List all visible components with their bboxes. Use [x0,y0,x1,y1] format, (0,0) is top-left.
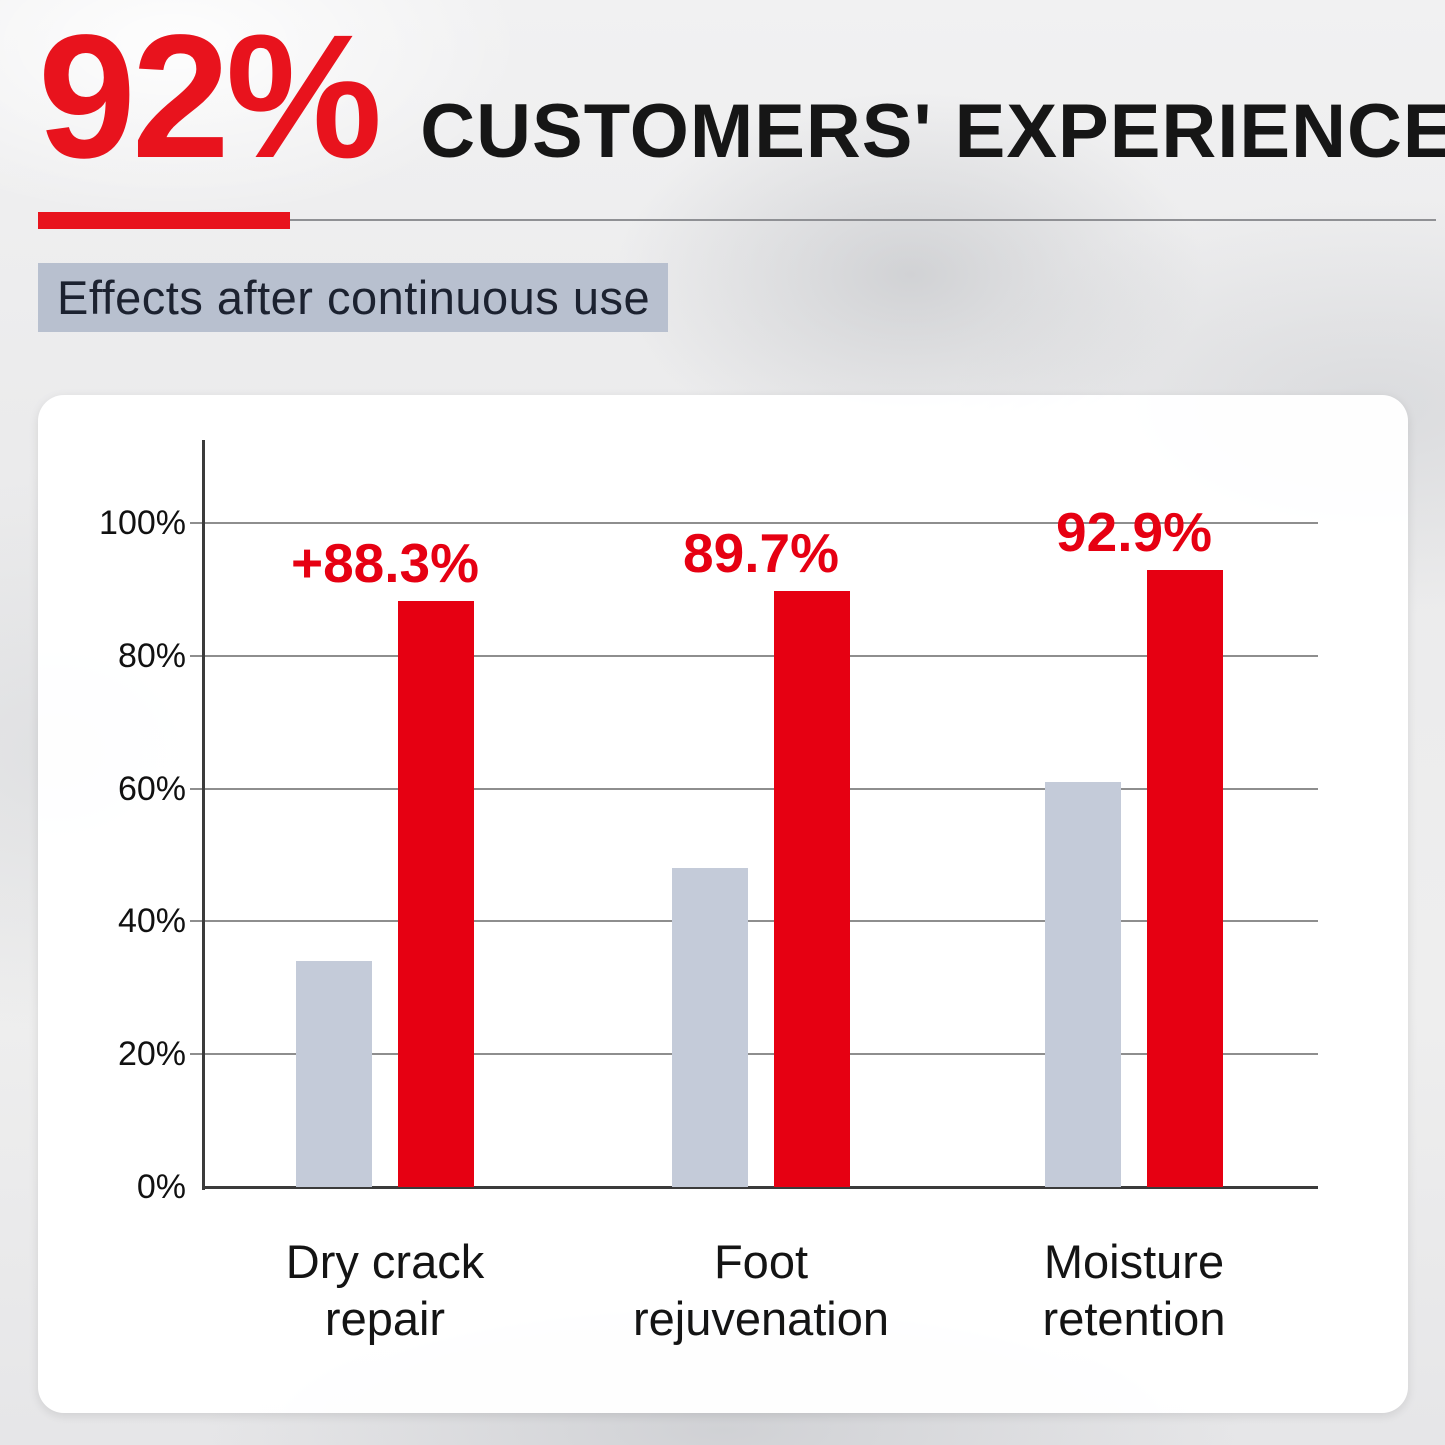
subtitle-label: Effects after continuous use [57,271,651,324]
y-tick-label: 100% [99,504,186,542]
y-axis-line [202,440,205,1190]
gridline-40% [190,920,1318,923]
chart-card: 100% 80% 60% 40% 20% 0% +88.3% Dry crack repair… [38,395,1408,1413]
bar-before [296,961,372,1187]
gridline-100% [190,522,1318,524]
bar-value-label: 89.7% [683,522,839,585]
chart-plot: 100% 80% 60% 40% 20% 0% +88.3% Dry crack repair… [38,395,1408,1413]
gridline-80% [190,654,1318,657]
category-label: Moisture retention [1042,1235,1226,1346]
bar-after [774,591,850,1187]
y-tick-label: 0% [136,1168,186,1206]
page-title: CUSTOMERS' EXPERIENCE [420,89,1445,174]
y-tick-label: 80% [117,636,186,675]
y-tick-label: 20% [117,1035,186,1074]
title-underline-red [38,212,290,229]
category-label: Foot rejuvenation [632,1235,890,1346]
bar-after [398,600,474,1187]
stat-value: 92% [38,0,382,195]
y-tick-label: 40% [117,902,186,941]
title-underline-thin [290,219,1436,221]
bar-before [672,868,748,1187]
header: 92% CUSTOMERS' EXPERIENCE [38,0,1445,195]
y-tick-label: 60% [117,769,186,808]
bar-value-label: +88.3% [290,531,480,594]
subtitle-box: Effects after continuous use [38,263,668,332]
bar-value-label: 92.9% [1056,501,1212,564]
bar-after [1147,570,1223,1187]
gridline-20% [190,1053,1318,1056]
gridline-60% [190,787,1318,790]
category-label: Dry crack repair [285,1235,485,1346]
x-axis-line [202,1186,1318,1189]
bar-before [1045,781,1121,1187]
